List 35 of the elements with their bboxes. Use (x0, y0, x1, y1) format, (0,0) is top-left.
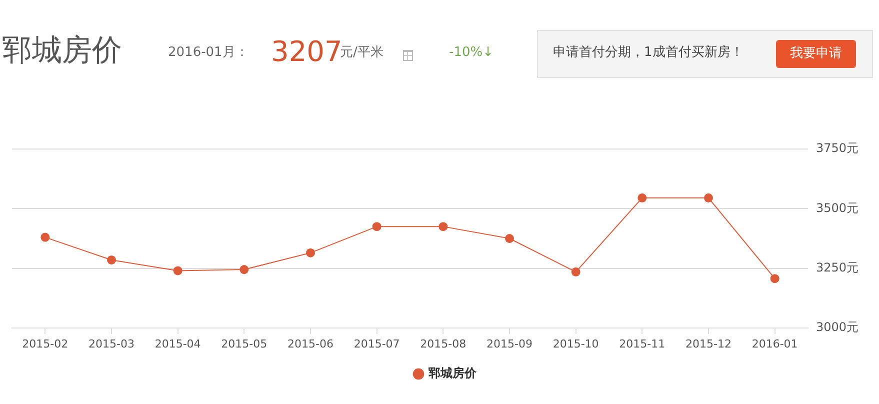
x-tick-label: 2015-06 (288, 337, 334, 350)
x-tick-label: 2015-02 (22, 337, 68, 350)
x-tick-label: 2015-09 (486, 337, 532, 350)
point (505, 234, 514, 243)
point (638, 193, 647, 202)
point (571, 267, 580, 276)
apply-button[interactable]: 我要申请 (776, 40, 856, 68)
x-tick-label: 2015-03 (88, 337, 134, 350)
x-tick-label: 2015-12 (686, 337, 732, 350)
text: -10%↓ (449, 45, 494, 61)
x-tick-label: 2015-07 (354, 337, 400, 350)
point (40, 232, 50, 242)
text: 元/平米 (340, 45, 384, 61)
point (438, 222, 448, 232)
x-tick-label: 2015-11 (619, 337, 666, 350)
y-tick-label: 3000元 (816, 320, 859, 334)
chart-title: 郓城房价 (2, 32, 122, 70)
text: 申请首付分期，1成首付买新房！ (553, 45, 744, 61)
point (173, 266, 182, 276)
x-tick-label: 2016-01 (752, 337, 798, 350)
text: 2016-01月： (168, 45, 248, 61)
point (240, 265, 249, 274)
x-tick-label: 2015-05 (221, 337, 268, 350)
x-tick-label: 2015-04 (154, 337, 201, 350)
x-tick-label: 2015-08 (420, 337, 466, 350)
x-tick-label: 2015-10 (552, 337, 599, 350)
point (107, 255, 116, 264)
legend-label: 郓城房价 (428, 366, 478, 380)
y-tick-label: 3250元 (816, 260, 859, 274)
point (372, 222, 382, 232)
point (306, 248, 315, 258)
point (704, 193, 713, 202)
y-tick-label: 3750元 (816, 141, 859, 156)
point (770, 274, 780, 284)
y-tick-label: 3500元 (816, 200, 859, 215)
